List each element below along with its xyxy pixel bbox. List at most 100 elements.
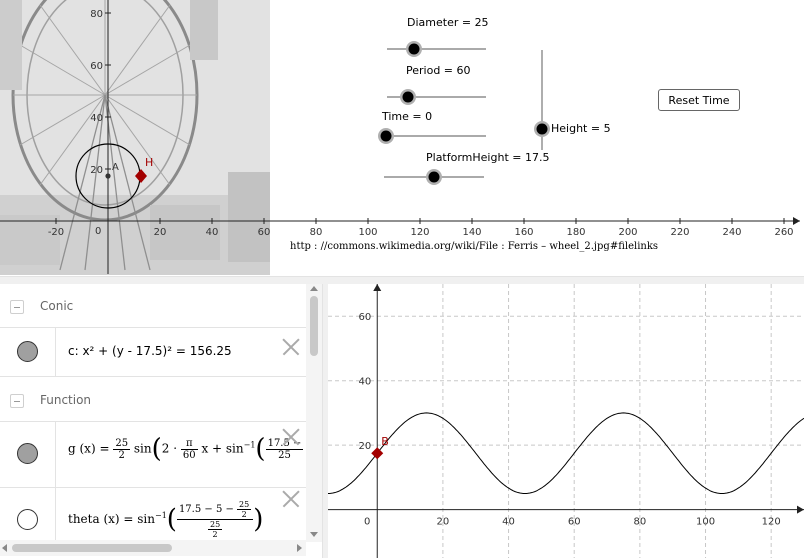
point-b[interactable] xyxy=(371,447,384,460)
algebra-row-g[interactable]: g (x) = 25 2 sin(2 · π 60 x + sin−1(17.5 −… xyxy=(0,422,306,488)
slider-period-knob[interactable] xyxy=(402,91,414,103)
top-y-tick-label: 20 xyxy=(90,165,103,176)
graphics-view-bottom[interactable]: 20 40 60 80 100 120 20 40 60 0 B xyxy=(328,284,804,558)
theta-inverse: −1 xyxy=(154,511,167,520)
delete-theta-icon[interactable] xyxy=(282,490,300,508)
function-theta-definition[interactable]: theta (x) = sin−1(17.5 − 5 − 25 2 25 2) xyxy=(68,500,264,539)
top-canvas: -20 20 40 60 80 100 120 140 160 180 200 220 240 260 2… xyxy=(0,0,800,275)
top-x-tick-label: -20 xyxy=(48,227,64,238)
group-header-function[interactable]: Function xyxy=(0,378,306,422)
scroll-right-arrow-icon[interactable] xyxy=(297,544,302,552)
g-inner-den: 25 xyxy=(278,449,291,461)
scroll-left-arrow-icon[interactable] xyxy=(2,544,7,552)
top-x-tick-label: 80 xyxy=(310,227,323,238)
graphics-view-top[interactable]: -20 20 40 60 80 100 120 140 160 180 200 220 240 260 2… xyxy=(0,0,804,276)
graph-y-tick-label: 20 xyxy=(359,441,372,452)
graph-x-tick-label: 60 xyxy=(568,517,581,528)
graph-x-tick-label: 120 xyxy=(762,517,781,528)
g-inverse: −1 xyxy=(243,440,256,450)
graph-canvas: 20 40 60 80 100 120 20 40 60 0 B xyxy=(328,284,804,558)
theta-top-frac-den: 2 xyxy=(241,510,247,519)
slider-period-caption: Period = 60 xyxy=(406,64,471,77)
top-axes: -20 20 40 60 80 100 120 140 160 180 200 220 240 260 2… xyxy=(0,0,800,274)
slider-diameter-knob[interactable] xyxy=(408,43,420,55)
top-x-tick-label: 40 xyxy=(206,227,219,238)
top-x-tick-label: 100 xyxy=(358,227,377,238)
algebra-view[interactable]: Conic c: x² + (y - 17.5)² = 156.25 Funct… xyxy=(0,284,322,558)
reset-time-button[interactable]: Reset Time xyxy=(658,89,740,111)
slider-height-knob[interactable] xyxy=(536,123,548,135)
top-x-tick-label: 240 xyxy=(722,227,741,238)
algebra-horizontal-scrollbar[interactable] xyxy=(0,540,306,556)
graph-y-axis-arrow xyxy=(373,284,382,291)
vertical-scroll-thumb[interactable] xyxy=(310,296,318,356)
ferris-wheel-photo xyxy=(0,0,270,275)
slider-platform-height-knob[interactable] xyxy=(428,171,440,183)
top-x-tick-label: 120 xyxy=(410,227,429,238)
point-a[interactable] xyxy=(105,173,111,179)
top-x-tick-label: 160 xyxy=(514,227,533,238)
slider-time-caption: Time = 0 xyxy=(382,110,433,123)
top-x-tick-label: 20 xyxy=(154,227,167,238)
delete-conic-icon[interactable] xyxy=(282,338,300,356)
slider-time[interactable] xyxy=(378,128,486,144)
algebra-vertical-scrollbar[interactable] xyxy=(306,284,322,542)
theta-bot-den: 2 xyxy=(212,530,218,539)
collapse-conic-button[interactable] xyxy=(10,300,24,314)
top-x-tick-label: 140 xyxy=(462,227,481,238)
theta-top: 17.5 − 5 − xyxy=(178,504,234,515)
top-x-tick-label: 60 xyxy=(258,227,271,238)
top-x-tick-label: 220 xyxy=(670,227,689,238)
slider-diameter-caption: Diameter = 25 xyxy=(407,16,489,29)
visibility-toggle-theta[interactable] xyxy=(17,509,38,530)
graph-x-tick-label: 40 xyxy=(502,517,515,528)
top-y-tick-label: 60 xyxy=(90,61,103,72)
slider-platform-height[interactable] xyxy=(384,169,484,185)
image-credit-text: http : //commons.wikimedia.org/wiki/File… xyxy=(290,241,659,252)
algebra-row-theta[interactable]: theta (x) = sin−1(17.5 − 5 − 25 2 25 2) xyxy=(0,488,306,548)
slider-diameter[interactable] xyxy=(387,41,486,57)
x-zero-label: 0 xyxy=(95,226,101,237)
theta-bot-num: 25 xyxy=(207,520,223,530)
top-y-tick-label: 80 xyxy=(90,9,103,20)
horizontal-scroll-thumb[interactable] xyxy=(12,544,172,552)
conic-definition[interactable]: c: x² + (y - 17.5)² = 156.25 xyxy=(68,344,232,358)
view-divider-horizontal[interactable] xyxy=(0,276,804,284)
g-pi-den: 60 xyxy=(182,449,196,461)
theta-lhs: theta (x) = sin xyxy=(68,512,155,526)
point-b-label: B xyxy=(381,435,389,448)
group-label-conic: Conic xyxy=(40,299,74,313)
slider-time-knob[interactable] xyxy=(380,130,392,142)
g-coef-num: 25 xyxy=(113,437,131,450)
function-g-curve[interactable] xyxy=(328,412,804,494)
delete-g-icon[interactable] xyxy=(282,428,300,446)
graph-x-tick-label: 20 xyxy=(437,517,450,528)
slider-platform-height-caption: PlatformHeight = 17.5 xyxy=(426,151,550,164)
algebra-row-conic[interactable]: c: x² + (y - 17.5)² = 156.25 xyxy=(0,328,306,377)
scroll-up-arrow-icon[interactable] xyxy=(310,286,318,291)
g-x-plus-sin: x + sin xyxy=(201,441,244,456)
graph-y-tick-label: 60 xyxy=(359,312,372,323)
theta-top-frac-num: 25 xyxy=(237,500,252,510)
graph-x-tick-label: 100 xyxy=(696,517,715,528)
top-x-tick-label: 180 xyxy=(566,227,585,238)
visibility-toggle-g[interactable] xyxy=(17,443,38,464)
slider-height[interactable] xyxy=(534,50,550,150)
g-coef-den: 2 xyxy=(118,449,125,461)
group-header-conic[interactable]: Conic xyxy=(0,284,306,328)
graph-x-zero-label: 0 xyxy=(364,517,370,528)
collapse-function-button[interactable] xyxy=(10,394,24,408)
view-divider-vertical[interactable] xyxy=(322,284,328,558)
function-g-definition[interactable]: g (x) = 25 2 sin(2 · π 60 x + sin−1(17.5 −… xyxy=(68,434,304,464)
point-a-label: A xyxy=(112,162,119,173)
top-x-tick-label: 200 xyxy=(618,227,637,238)
group-label-function: Function xyxy=(40,393,92,407)
g-lhs: g (x) = xyxy=(68,441,110,456)
graph-x-axis-arrow xyxy=(797,505,804,514)
point-h[interactable] xyxy=(135,169,147,183)
slider-period[interactable] xyxy=(387,89,486,105)
visibility-toggle-conic[interactable] xyxy=(17,341,38,362)
scroll-down-arrow-icon[interactable] xyxy=(310,532,318,537)
slider-height-caption: Height = 5 xyxy=(551,122,611,135)
point-h-label: H xyxy=(145,156,153,169)
